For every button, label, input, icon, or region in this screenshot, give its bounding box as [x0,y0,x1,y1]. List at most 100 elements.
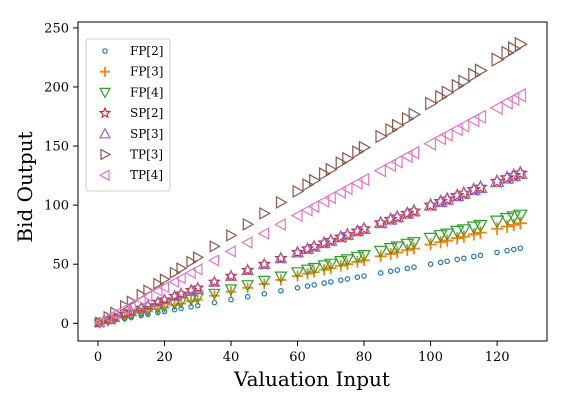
data-point [207,254,220,267]
data-point [383,243,398,256]
data-point [224,284,238,296]
data-point [292,184,305,199]
data-point [390,241,405,254]
data-point [340,181,353,196]
data-point [333,185,346,199]
legend-item: FP[4] [98,85,163,99]
data-point [226,229,238,242]
data-point [439,191,455,206]
legend-label: FP[4] [130,85,163,99]
data-point [373,215,388,229]
data-point [466,113,480,128]
data-point [176,262,188,275]
data-point [340,227,355,241]
data-point [506,91,520,107]
data-point [274,217,286,232]
data-point [261,290,268,297]
data-point [125,299,136,312]
data-point [300,264,315,277]
data-point [209,240,221,253]
data-point [275,274,287,286]
data-point [174,287,188,299]
data-point [406,237,421,250]
data-point [275,195,288,209]
data-point [433,230,448,243]
data-point [433,194,448,208]
data-point [514,36,529,52]
data-point [241,263,255,276]
data-point [473,219,488,233]
data-point [425,96,438,111]
data-point [335,156,348,170]
data-point [257,257,271,270]
data-point [158,293,171,305]
data-point [321,280,327,286]
legend-marker [100,66,110,77]
data-point [466,182,482,196]
data-point [134,293,146,306]
legend-item: SP[2] [98,106,163,120]
data-point [377,270,384,276]
y-tick-label: 0 [61,317,69,332]
data-point [358,140,372,155]
data-point [357,250,371,263]
data-point [427,261,434,268]
data-point [373,163,386,178]
data-point [440,191,455,205]
data-point [517,245,524,252]
data-point [435,89,448,105]
legend-label: TP[3] [130,148,163,162]
data-point [491,52,505,67]
data-point [404,265,411,272]
data-point [456,224,472,238]
data-point [350,176,363,190]
data-point [354,274,361,281]
data-point [191,281,204,293]
legend-label: SP[3] [130,127,163,141]
data-point [290,245,305,259]
data-point [500,220,514,233]
data-point [191,263,203,276]
data-point [385,122,398,137]
legend-marker [98,169,110,182]
data-point [337,277,344,283]
legend-item: TP[4] [98,168,163,182]
data-point [184,294,198,306]
x-tick-label: 60 [289,350,306,365]
data-point [153,277,165,290]
data-point [392,118,405,133]
data-point [477,252,484,259]
data-point [319,167,332,181]
data-point [324,258,338,271]
legend-marker [100,148,112,161]
legend-item: FP[2] [102,44,163,58]
data-point [186,255,198,268]
legend-marker [98,87,112,99]
data-point [423,197,438,211]
data-point [208,288,221,300]
series-sp-3 [93,165,528,328]
data-point [406,145,420,160]
data-point [433,131,446,146]
data-point [508,41,522,57]
legend-item: FP[3] [100,65,163,79]
data-point [151,284,163,297]
data-point [437,259,444,266]
data-point [513,216,527,230]
data-point [512,165,529,180]
data-point [242,217,255,231]
data-point [244,293,251,300]
data-point [278,287,284,294]
y-axis-label: Bid Output [13,131,37,242]
data-point [423,197,438,212]
data-point [471,253,477,260]
data-point [307,239,321,253]
data-point [118,302,130,315]
data-point [489,173,505,188]
data-point [274,251,288,264]
data-point [241,263,255,275]
data-point [499,94,513,110]
data-point [390,154,403,169]
data-point [474,63,488,78]
data-point [499,170,515,184]
